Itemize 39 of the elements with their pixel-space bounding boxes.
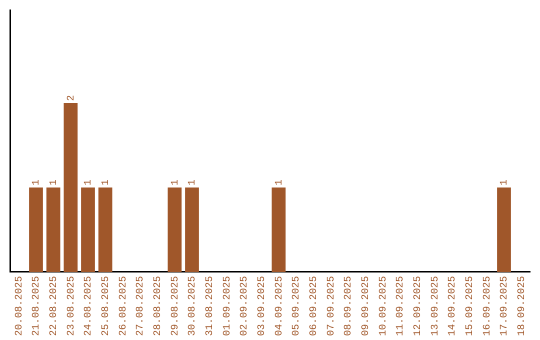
- x-tick-label: 14.09.2025: [448, 276, 459, 336]
- x-tick-label: 22.08.2025: [48, 276, 60, 336]
- x-tick-label: 15.09.2025: [464, 276, 476, 336]
- x-tick-label: 30.08.2025: [188, 276, 199, 336]
- x-tick-label: 25.08.2025: [100, 276, 112, 336]
- x-tick-label: 11.09.2025: [396, 276, 407, 336]
- x-tick-label: 09.09.2025: [360, 276, 372, 336]
- x-tick-label: 26.08.2025: [118, 276, 130, 336]
- x-tick-label: 29.08.2025: [170, 276, 182, 336]
- x-tick-label: 05.09.2025: [292, 276, 303, 336]
- data-label: 1: [188, 179, 199, 186]
- x-tick-label: 02.09.2025: [240, 276, 251, 336]
- x-tick-label: 28.08.2025: [152, 276, 164, 336]
- x-tick-label: 27.08.2025: [136, 276, 147, 336]
- data-label: 1: [170, 179, 182, 186]
- x-tick-label: 12.09.2025: [412, 276, 424, 336]
- x-tick-label: 03.09.2025: [256, 276, 268, 336]
- x-tick-label: 01.09.2025: [222, 276, 234, 336]
- data-label: 2: [66, 94, 78, 101]
- data-label: 1: [100, 179, 112, 186]
- data-label: 1: [274, 179, 286, 186]
- data-label: 1: [500, 179, 511, 186]
- x-tick-label: 31.08.2025: [204, 276, 216, 336]
- x-tick-label: 04.09.2025: [274, 276, 286, 336]
- x-tick-label: 07.09.2025: [326, 276, 338, 336]
- x-tick-label: 17.09.2025: [500, 276, 511, 336]
- data-label: 1: [32, 179, 43, 186]
- x-tick-label: 20.08.2025: [14, 276, 26, 336]
- data-label: 1: [48, 179, 60, 186]
- x-tick-label: 06.09.2025: [308, 276, 320, 336]
- x-tick-label: 13.09.2025: [430, 276, 442, 336]
- x-tick-label: 23.08.2025: [66, 276, 78, 336]
- x-tick-label: 08.09.2025: [344, 276, 355, 336]
- x-tick-label: 10.09.2025: [378, 276, 390, 336]
- x-tick-label: 16.09.2025: [482, 276, 494, 336]
- data-label: 1: [84, 179, 95, 186]
- x-tick-label: 24.08.2025: [84, 276, 95, 336]
- x-tick-label: 18.09.2025: [516, 276, 528, 336]
- x-tick-label: 21.08.2025: [32, 276, 43, 336]
